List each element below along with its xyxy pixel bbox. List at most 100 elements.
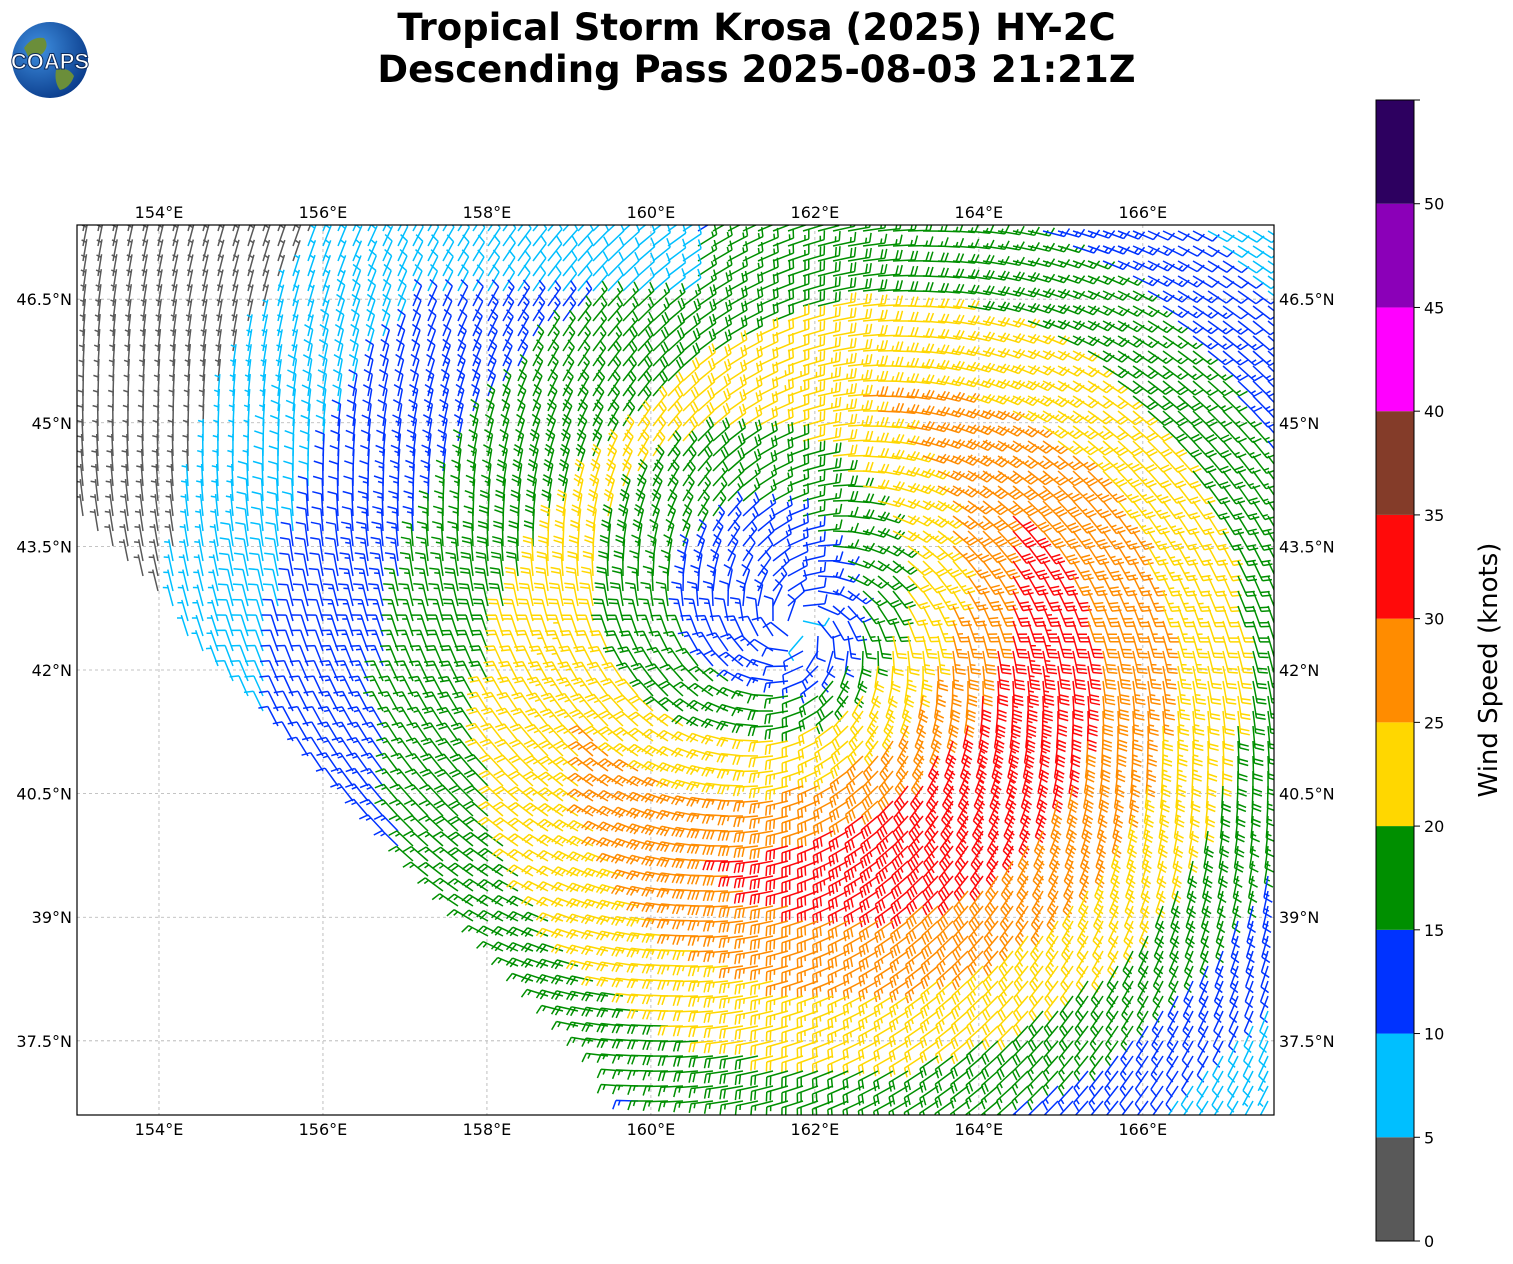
- wind-barb: [1102, 260, 1131, 271]
- wind-barb: [579, 582, 594, 607]
- lon-tick-label-top: 162°E: [791, 203, 840, 222]
- wind-barb: [536, 551, 549, 577]
- wind-barb: [772, 362, 794, 382]
- wind-barb: [306, 614, 324, 637]
- wind-barb: [816, 635, 826, 663]
- wind-barb: [859, 890, 879, 913]
- wind-barb: [952, 575, 976, 595]
- wind-barb: [888, 1010, 909, 1033]
- wind-barb: [1087, 410, 1114, 425]
- wind-barb: [275, 644, 294, 667]
- wind-barb: [727, 447, 746, 472]
- wind-barb: [781, 950, 804, 968]
- wind-barb: [322, 225, 332, 247]
- wind-barb: [781, 965, 804, 983]
- wind-barb: [817, 276, 841, 292]
- wind-barb: [280, 521, 294, 547]
- wind-barb: [742, 463, 761, 487]
- wind-barb: [937, 360, 965, 371]
- wind-barb: [1207, 500, 1230, 520]
- wind-barb: [167, 433, 174, 457]
- wind-barb: [362, 399, 372, 427]
- wind-barb: [1087, 605, 1106, 628]
- wind-barb: [547, 383, 558, 412]
- wind-barb: [796, 995, 819, 1014]
- wind-barb: [787, 556, 809, 577]
- wind-barb: [635, 488, 646, 517]
- wind-barb: [325, 521, 339, 547]
- wind-barb: [382, 233, 393, 262]
- wind-barb: [300, 399, 311, 427]
- wind-barb: [1072, 620, 1090, 643]
- wind-barb: [517, 598, 534, 622]
- wind-barb: [358, 475, 369, 502]
- wind-barb: [1027, 560, 1050, 581]
- wind-barb: [281, 506, 294, 532]
- wind-barb: [235, 521, 249, 547]
- wind-barb: [361, 721, 384, 742]
- wind-barb: [892, 482, 921, 493]
- wind-barb: [1227, 1070, 1239, 1098]
- wind-barb: [787, 289, 810, 307]
- wind-barb: [832, 231, 857, 247]
- wind-barb: [427, 225, 433, 232]
- wind-barb: [877, 280, 904, 292]
- wind-barb: [765, 860, 789, 877]
- wind-barb: [594, 582, 609, 607]
- wind-barb: [697, 328, 717, 352]
- wind-barb: [206, 614, 219, 637]
- wind-barb: [637, 267, 655, 292]
- wind-barb: [622, 384, 636, 412]
- wind-barb: [77, 418, 84, 442]
- wind-barb: [1117, 485, 1142, 504]
- wind-barb: [149, 509, 159, 532]
- wind-barb: [862, 401, 889, 412]
- wind-barb: [1057, 485, 1083, 502]
- wind-barb: [393, 384, 404, 412]
- lon-tick-label-bottom: 156°E: [299, 1120, 348, 1139]
- wind-barb: [339, 552, 354, 577]
- wind-barb: [245, 644, 264, 667]
- wind-barb: [712, 533, 722, 562]
- wind-barb: [461, 536, 474, 562]
- wind-barb: [1252, 395, 1274, 413]
- wind-barb: [512, 676, 534, 697]
- wind-barb: [765, 800, 789, 816]
- colorbar-bin: [1376, 100, 1414, 204]
- wind-barb: [873, 965, 894, 988]
- wind-barb: [308, 567, 324, 592]
- wind-barb: [622, 370, 637, 397]
- wind-barb: [787, 244, 810, 262]
- wind-barb: [1117, 635, 1134, 659]
- wind-barb: [832, 475, 859, 487]
- wind-barb: [1102, 470, 1128, 488]
- wind-barb: [215, 644, 234, 667]
- wind-barb: [787, 229, 810, 247]
- wind-barb: [442, 293, 453, 322]
- wind-barb: [1012, 470, 1039, 485]
- wind-barb: [149, 524, 159, 547]
- wind-barb: [1267, 590, 1274, 608]
- colorbar-bin: [1376, 722, 1414, 827]
- wind-barb: [1087, 545, 1110, 566]
- wind-barb: [877, 590, 902, 608]
- wind-barb: [532, 225, 548, 247]
- wind-barb: [742, 448, 762, 472]
- wind-barb: [1177, 425, 1203, 443]
- wind-barb: [889, 965, 909, 989]
- wind-barb: [487, 225, 494, 232]
- wind-barb: [1222, 290, 1250, 305]
- wind-barb: [532, 598, 549, 622]
- wind-barb: [317, 369, 328, 397]
- wind-barb: [742, 360, 763, 382]
- wind-barb: [502, 225, 509, 232]
- wind-barb: [1132, 425, 1159, 442]
- wind-barb: [277, 269, 285, 292]
- wind-barb: [185, 329, 192, 352]
- wind-barb: [1102, 275, 1131, 286]
- wind-barb: [140, 299, 147, 322]
- wind-barb: [560, 428, 571, 457]
- wind-barb: [907, 405, 935, 416]
- wind-barb: [967, 635, 984, 659]
- wind-barb: [480, 707, 504, 727]
